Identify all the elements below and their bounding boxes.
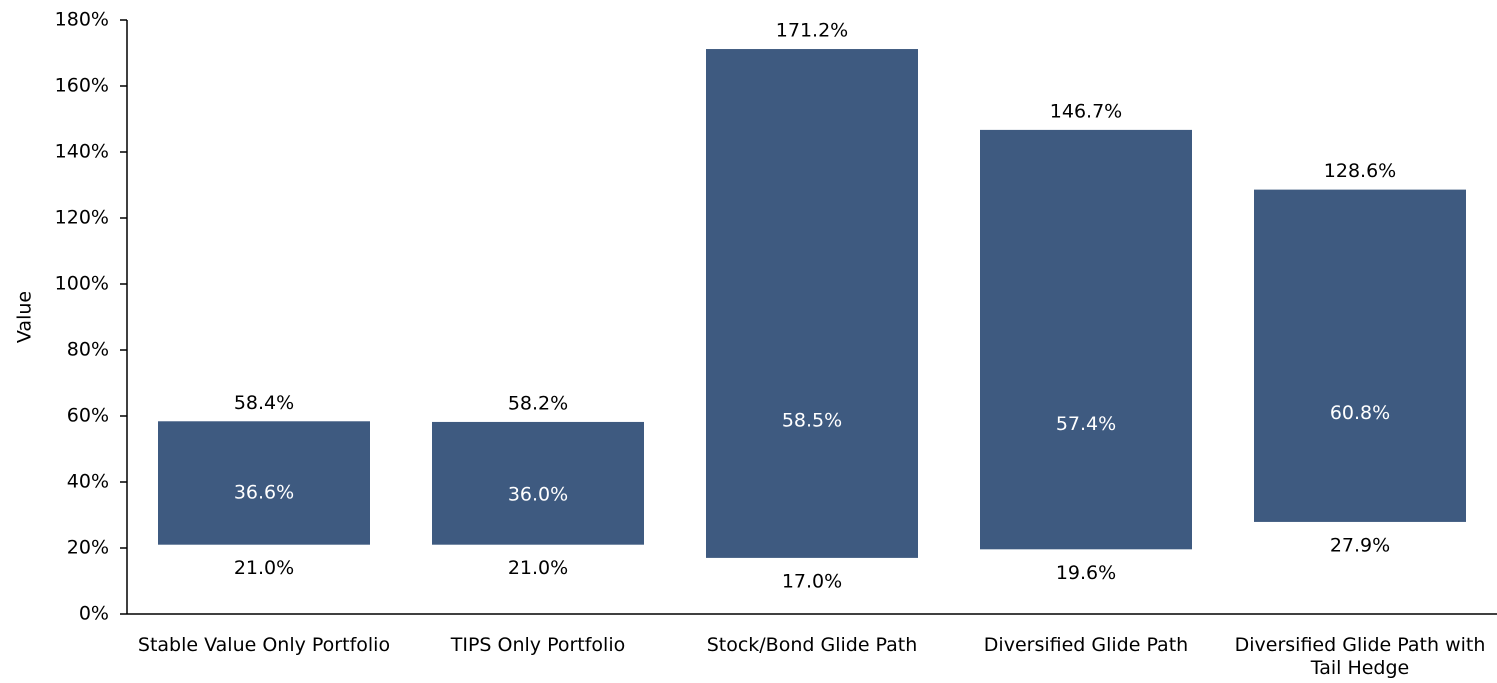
x-tick-label: Diversified Glide Path [984, 634, 1188, 656]
mid-label: 36.6% [234, 482, 294, 504]
mid-label: 36.0% [508, 484, 568, 506]
high-label: 58.2% [508, 392, 568, 414]
high-label: 58.4% [234, 392, 294, 414]
low-label: 21.0% [508, 557, 568, 579]
y-tick-label: 40% [67, 471, 109, 493]
x-tick-label: Stable Value Only Portfolio [138, 634, 390, 656]
mid-label: 57.4% [1056, 413, 1116, 435]
bar [1254, 189, 1466, 522]
x-tick-label: Stock/Bond Glide Path [707, 634, 918, 656]
y-tick-label: 180% [55, 9, 109, 31]
bar [980, 129, 1192, 550]
y-tick-label: 0% [79, 603, 109, 625]
y-tick-label: 80% [67, 339, 109, 361]
x-tick-label: TIPS Only Portfolio [450, 634, 626, 656]
low-label: 19.6% [1056, 562, 1116, 584]
bar [432, 421, 644, 545]
bar [706, 49, 918, 558]
y-tick-label: 60% [67, 405, 109, 427]
low-label: 17.0% [782, 570, 842, 592]
high-label: 171.2% [776, 20, 848, 42]
bar [158, 421, 370, 545]
mid-label: 58.5% [782, 409, 842, 431]
low-label: 21.0% [234, 557, 294, 579]
y-tick-label: 100% [55, 273, 109, 295]
y-axis-label: Value [14, 291, 36, 343]
low-label: 27.9% [1330, 534, 1390, 556]
high-label: 128.6% [1324, 160, 1396, 182]
y-tick-label: 160% [55, 75, 109, 97]
y-tick-label: 140% [55, 141, 109, 163]
mid-label: 60.8% [1330, 402, 1390, 424]
y-tick-label: 20% [67, 537, 109, 559]
x-tick-label: Diversified Glide Path with Tail Hedge [1235, 634, 1486, 679]
high-label: 146.7% [1050, 100, 1122, 122]
y-tick-label: 120% [55, 207, 109, 229]
